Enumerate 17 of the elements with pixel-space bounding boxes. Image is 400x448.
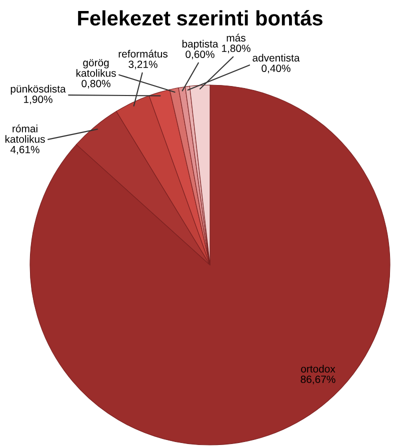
data-label: 86,67% bbox=[300, 376, 336, 384]
data-label: 0,60% bbox=[186, 50, 214, 60]
data-label: 3,21% bbox=[128, 60, 158, 70]
slice-label: római katolikus bbox=[5, 124, 45, 143]
slice-label: pünkösdista bbox=[10, 84, 66, 95]
data-label: 0,40% bbox=[262, 64, 290, 74]
data-label: 0,80% bbox=[82, 80, 110, 88]
slice-label: ortodox bbox=[301, 364, 336, 373]
slice-label: református bbox=[118, 50, 168, 58]
slice-label: baptista bbox=[182, 40, 218, 50]
slice-label: görög katolikus bbox=[76, 59, 116, 77]
data-label: 4,61% bbox=[10, 146, 40, 154]
chart-title: Felekezet szerinti bontás bbox=[78, 10, 322, 26]
data-label: 1,80% bbox=[222, 44, 250, 54]
data-label: 1,90% bbox=[24, 96, 52, 104]
slice-label: adventista bbox=[252, 54, 300, 62]
slice-label: más bbox=[226, 34, 246, 42]
